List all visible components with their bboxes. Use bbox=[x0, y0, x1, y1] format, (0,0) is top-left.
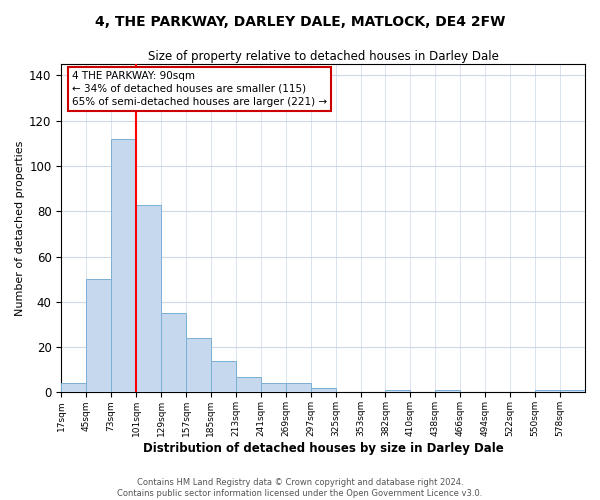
Text: Contains HM Land Registry data © Crown copyright and database right 2024.
Contai: Contains HM Land Registry data © Crown c… bbox=[118, 478, 482, 498]
Bar bbox=[136, 204, 161, 392]
Bar bbox=[61, 384, 86, 392]
Bar bbox=[211, 360, 236, 392]
X-axis label: Distribution of detached houses by size in Darley Dale: Distribution of detached houses by size … bbox=[143, 442, 503, 455]
Text: 4, THE PARKWAY, DARLEY DALE, MATLOCK, DE4 2FW: 4, THE PARKWAY, DARLEY DALE, MATLOCK, DE… bbox=[95, 15, 505, 29]
Bar bbox=[560, 390, 585, 392]
Bar bbox=[111, 139, 136, 392]
Title: Size of property relative to detached houses in Darley Dale: Size of property relative to detached ho… bbox=[148, 50, 499, 63]
Bar bbox=[261, 384, 286, 392]
Y-axis label: Number of detached properties: Number of detached properties bbox=[15, 140, 25, 316]
Bar bbox=[311, 388, 335, 392]
Bar bbox=[186, 338, 211, 392]
Text: 4 THE PARKWAY: 90sqm
← 34% of detached houses are smaller (115)
65% of semi-deta: 4 THE PARKWAY: 90sqm ← 34% of detached h… bbox=[72, 70, 327, 107]
Bar bbox=[86, 279, 111, 392]
Bar bbox=[161, 313, 186, 392]
Bar bbox=[286, 384, 311, 392]
Bar bbox=[535, 390, 560, 392]
Bar bbox=[236, 376, 261, 392]
Bar bbox=[385, 390, 410, 392]
Bar bbox=[436, 390, 460, 392]
